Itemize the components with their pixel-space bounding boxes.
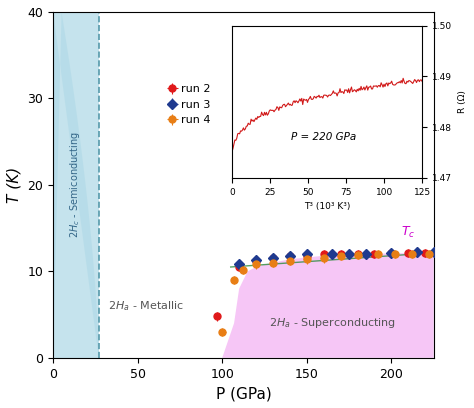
Text: $T_c$: $T_c$	[401, 225, 416, 240]
Polygon shape	[53, 12, 99, 358]
Text: $2H_c$ - Semiconducting: $2H_c$ - Semiconducting	[68, 131, 82, 238]
Text: $2H_a$ - Metallic: $2H_a$ - Metallic	[108, 299, 184, 313]
Legend: run 2, run 3, run 4: run 2, run 3, run 4	[165, 80, 215, 130]
Polygon shape	[222, 253, 434, 358]
X-axis label: P (GPa): P (GPa)	[216, 386, 271, 401]
Text: $2H_a$ - Superconducting: $2H_a$ - Superconducting	[269, 316, 396, 330]
Y-axis label: T (K): T (K)	[7, 167, 22, 203]
Polygon shape	[53, 12, 99, 358]
